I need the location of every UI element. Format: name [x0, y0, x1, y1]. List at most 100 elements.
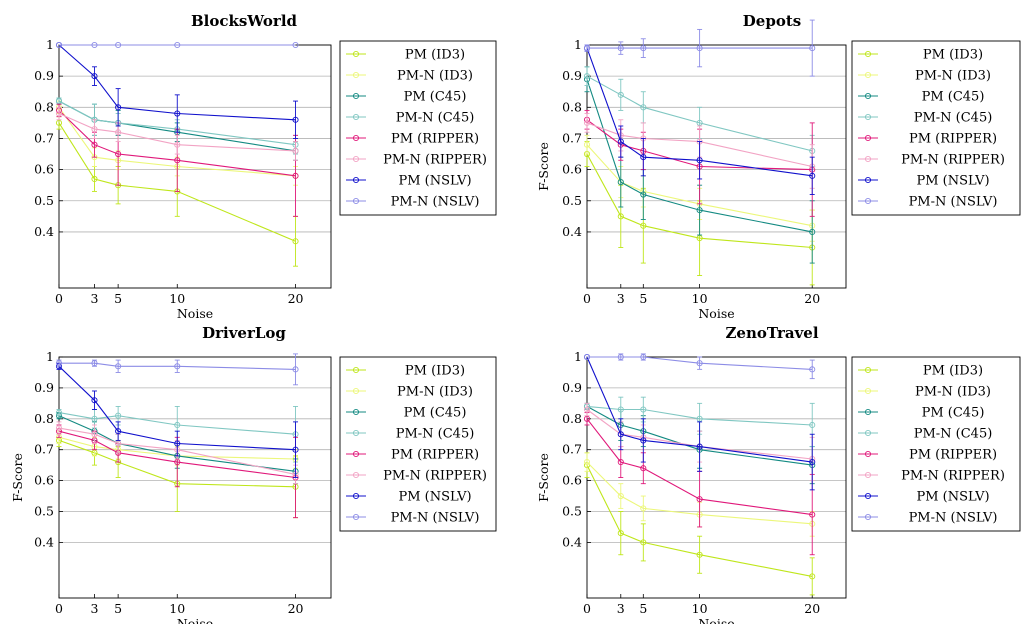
legend-marker [864, 176, 872, 184]
series-0 [583, 452, 816, 596]
series-6 [583, 353, 816, 491]
series-7 [55, 41, 299, 49]
legend-entry: PM (RIPPER) [346, 448, 479, 463]
legend-marker [864, 429, 872, 437]
x-tick-label: 5 [114, 291, 122, 306]
data-point [809, 421, 816, 429]
y-tick-label: 0.8 [34, 99, 54, 114]
data-point [174, 363, 181, 370]
legend-marker [864, 134, 872, 142]
data-point [583, 141, 591, 148]
x-tick-label: 3 [617, 601, 625, 616]
legend-label: PM (C45) [922, 90, 985, 105]
legend-entry: PM (ID3) [858, 364, 983, 379]
x-tick-label: 10 [692, 601, 708, 616]
data-point [696, 157, 703, 164]
data-point [174, 41, 181, 49]
legend-entry: PM (C45) [346, 90, 466, 105]
legend-entry: PM-N (ID3) [346, 69, 473, 84]
data-point [696, 415, 703, 422]
y-tick-label: 0.7 [562, 130, 582, 145]
data-point [292, 446, 299, 453]
legend-entry: PM (ID3) [858, 48, 983, 63]
y-tick-label: 1 [46, 349, 54, 364]
data-point [809, 573, 816, 580]
data-point [809, 45, 816, 52]
legend-label: PM (RIPPER) [909, 448, 997, 463]
legend-marker [352, 155, 360, 163]
legend-marker [864, 71, 872, 79]
legend-label: PM-N (ID3) [397, 385, 473, 400]
data-point [174, 440, 181, 447]
legend-entry: PM (C45) [346, 406, 466, 421]
data-point [91, 175, 98, 183]
legend-label: PM-N (NSLV) [909, 195, 998, 210]
data-point [292, 116, 299, 123]
data-point [640, 45, 647, 52]
data-point [640, 191, 647, 198]
chart-panel-blocksworld: 0.40.50.60.70.80.910 3 5 10 20BlocksWorldNoi… [34, 12, 497, 321]
data-point [617, 492, 624, 500]
data-point [640, 222, 647, 229]
y-axis-label: F-Score [536, 142, 551, 191]
legend-marker [352, 197, 360, 205]
y-tick-label: 0.9 [562, 68, 582, 83]
data-point [617, 530, 624, 537]
y-tick-label: 0.4 [34, 224, 54, 239]
data-point [583, 459, 591, 466]
data-point [55, 41, 63, 49]
y-tick-label: 0.8 [562, 99, 582, 114]
series-7 [55, 353, 299, 386]
data-point [617, 91, 624, 98]
legend-marker [352, 50, 360, 58]
x-tick-label: 0 [583, 291, 591, 306]
legend-entry: PM-N (ID3) [858, 69, 991, 84]
data-point [115, 129, 122, 136]
legend-marker [352, 71, 360, 79]
data-point [696, 207, 703, 214]
data-point [583, 73, 591, 80]
y-tick-label: 0.9 [34, 68, 54, 83]
data-point [115, 440, 122, 447]
x-tick-label: 0 [55, 291, 63, 306]
y-axis-label: F-Score [536, 453, 551, 502]
x-tick-label: 20 [804, 291, 820, 306]
legend-marker [864, 450, 872, 458]
x-tick-label: 5 [114, 601, 122, 616]
data-point [55, 119, 63, 126]
chart-panel-depots: 0.40.50.60.70.80.910 3 5 10 20DepotsNoiseF-S… [536, 12, 1021, 321]
x-axis-label: Noise [698, 616, 734, 624]
legend-box [339, 356, 497, 532]
data-point [696, 443, 703, 450]
series-3 [583, 66, 816, 167]
data-point [55, 409, 63, 416]
legend-marker [864, 92, 872, 100]
series-6 [583, 44, 816, 195]
data-point [640, 353, 647, 361]
legend-label: PM-N (C45) [396, 427, 475, 442]
y-tick-label: 0.7 [562, 442, 582, 457]
x-tick-label: 3 [91, 601, 99, 616]
data-point [617, 213, 624, 220]
data-point [617, 459, 624, 466]
y-tick-label: 0.9 [562, 380, 582, 395]
data-point [696, 45, 703, 52]
legend-label: PM-N (NSLV) [391, 511, 480, 526]
legend-entry: PM-N (C45) [346, 427, 474, 442]
y-tick-label: 1 [574, 37, 582, 52]
y-tick-label: 0.6 [562, 473, 582, 488]
y-tick-label: 0.5 [34, 193, 54, 208]
chart-title: ZenoTravel [725, 324, 818, 342]
data-point [91, 397, 98, 404]
y-tick-label: 0.5 [562, 193, 582, 208]
data-point [696, 496, 703, 503]
data-point [809, 172, 816, 179]
data-point [583, 119, 591, 126]
legend-box [339, 40, 497, 216]
legend-label: PM-N (NSLV) [909, 511, 998, 526]
data-point [91, 141, 98, 148]
legend-entry: PM (NSLV) [858, 174, 990, 189]
y-tick-label: 0.6 [34, 162, 54, 177]
legend-marker [864, 471, 872, 479]
